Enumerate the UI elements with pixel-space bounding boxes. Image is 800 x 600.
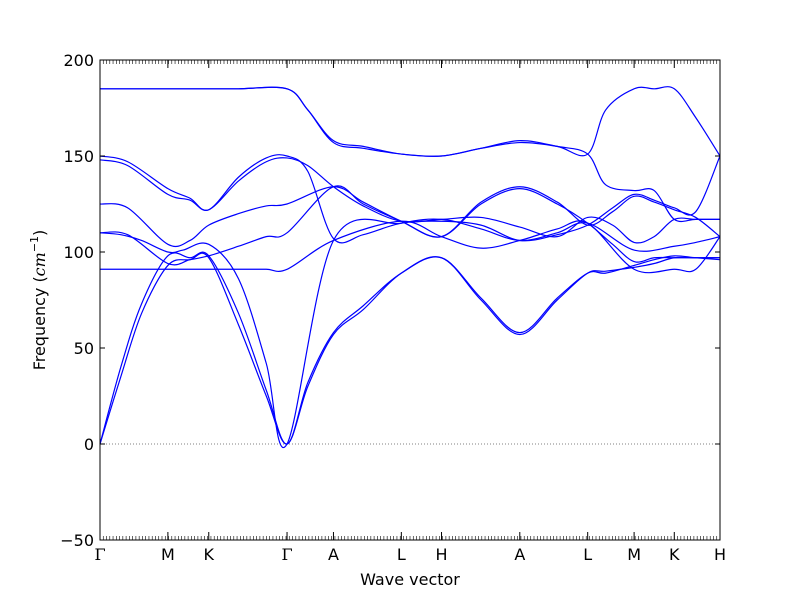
band-line-2 [99, 251, 721, 445]
x-tick-label: A [328, 545, 339, 564]
ticks-layer [99, 59, 721, 541]
x-tick-label: M [161, 545, 175, 564]
y-axis-title-text: Frequency [30, 288, 49, 371]
x-tick-label: H [714, 545, 726, 564]
band-line-6 [99, 186, 721, 248]
band-line-4 [99, 218, 721, 448]
y-tick-label: 0 [84, 435, 94, 454]
x-tick-label: H [436, 545, 448, 564]
x-axis-title: Wave vector [360, 570, 460, 589]
x-tick-label: A [514, 545, 525, 564]
x-tick-label: L [583, 545, 592, 564]
x-tick-label: Γ [281, 545, 292, 564]
band-line-8 [99, 154, 721, 244]
band-line-1 [99, 252, 720, 445]
y-tick-label: 50 [74, 339, 94, 358]
y-tick-label: 200 [63, 51, 94, 70]
x-tick-label: L [397, 545, 406, 564]
y-axis-unit-exponent: −1 [28, 236, 41, 252]
x-tick-label: K [204, 545, 215, 564]
x-tick-label: K [669, 545, 680, 564]
y-tick-label: 100 [63, 243, 94, 262]
x-tick-label: Γ [94, 545, 105, 564]
y-axis-title: Frequency (cm−1) [28, 230, 49, 371]
series-layer [99, 86, 721, 448]
x-tick-label: M [627, 545, 641, 564]
band-line-10 [99, 86, 721, 157]
y-tick-label: 150 [63, 147, 94, 166]
labels-layer: −50 0 50 100 150 200 Γ M K Γ A L H A L M K H [60, 51, 726, 564]
band-line-3 [100, 220, 721, 274]
plot-frame [99, 59, 721, 541]
y-tick-label: −50 [60, 531, 94, 550]
y-axis-unit: cm [30, 252, 49, 276]
